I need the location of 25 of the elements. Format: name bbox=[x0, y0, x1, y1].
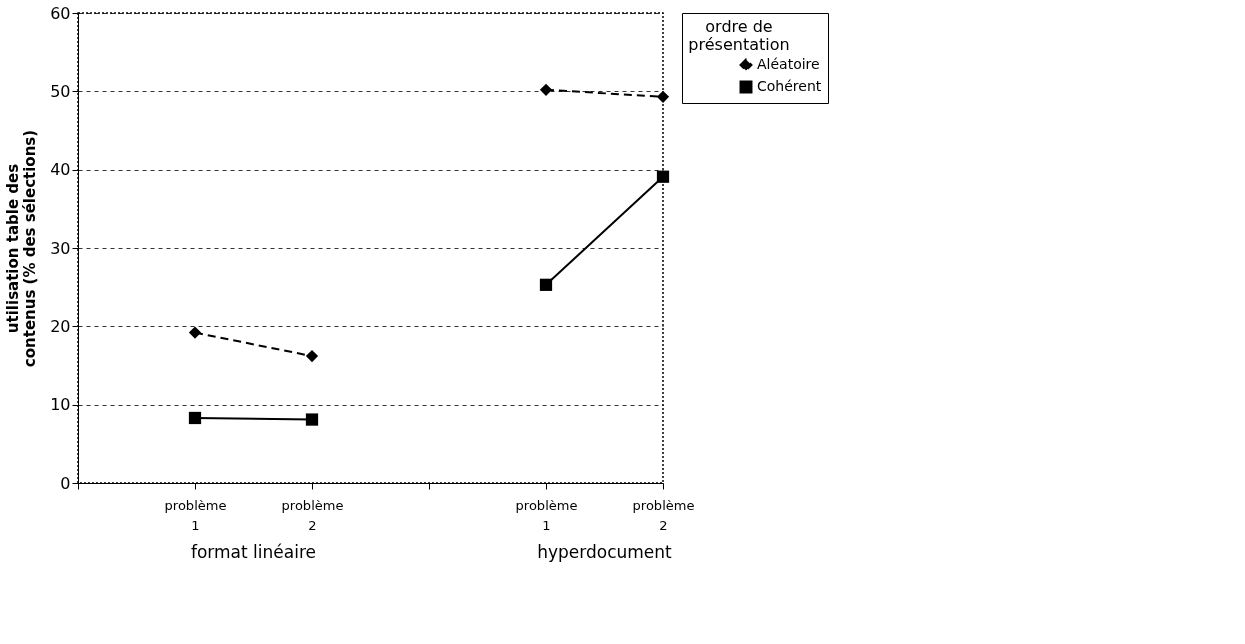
point bbox=[656, 90, 670, 103]
y-tick-label: 60 bbox=[50, 3, 71, 23]
legend-title: ordre de présentation bbox=[688, 17, 790, 54]
point bbox=[188, 326, 202, 339]
point bbox=[305, 349, 319, 363]
point bbox=[656, 170, 670, 183]
point bbox=[539, 278, 553, 291]
x-tick-label: problème 1 bbox=[164, 497, 227, 533]
y-tick-label: 10 bbox=[50, 395, 71, 415]
point bbox=[305, 413, 319, 426]
point bbox=[539, 83, 553, 96]
legend-label: Cohérent bbox=[757, 78, 822, 94]
legend-label: Aléatoire bbox=[757, 56, 820, 72]
y-tick-label: 40 bbox=[50, 160, 71, 180]
text: hyperdocument bbox=[537, 542, 673, 562]
y-tick-label: 50 bbox=[50, 81, 71, 101]
y-axis-title: utilisation table des contenus (% des sélections) bbox=[4, 129, 40, 368]
y-tick-label: 30 bbox=[50, 238, 71, 258]
x-tick-label: problème 1 bbox=[515, 497, 578, 533]
x-tick-label: problème 2 bbox=[632, 497, 695, 533]
y-tick-label: 0 bbox=[60, 473, 71, 493]
x-tick-label: problème 2 bbox=[281, 497, 344, 533]
point bbox=[188, 411, 202, 425]
y-tick-label: 20 bbox=[50, 316, 71, 336]
text: format linéaire bbox=[190, 542, 317, 562]
